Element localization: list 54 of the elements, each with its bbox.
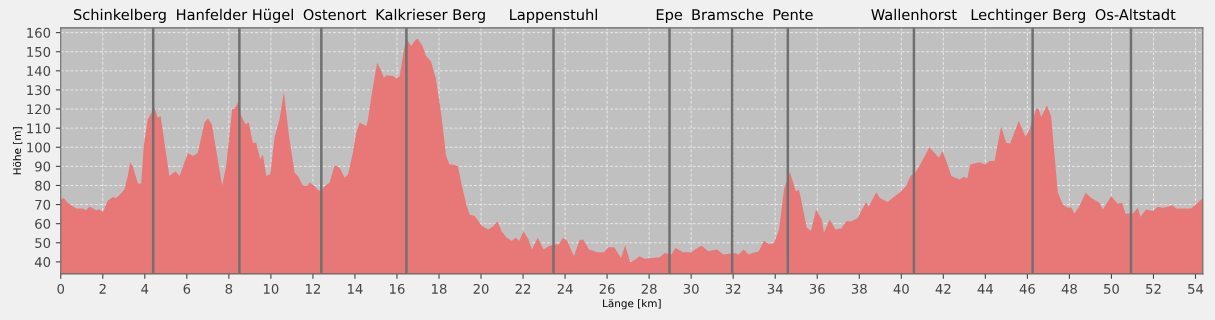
ref-line-label: Wallenhorst [871, 8, 957, 21]
y-tick-label: 100 [27, 142, 51, 153]
x-tick-label: 32 [725, 283, 741, 294]
x-tick-label: 18 [432, 283, 447, 294]
x-tick-label: 54 [1188, 284, 1204, 294]
x-tick-label: 24 [557, 283, 573, 294]
ref-line-label: Pente [773, 9, 813, 21]
x-tick-label: 4 [141, 284, 149, 294]
y-tick-label: 130 [27, 85, 51, 96]
ref-line-label: Schinkelberg [73, 8, 166, 23]
x-tick-label: 30 [683, 283, 699, 294]
x-tick-label: 46 [1019, 283, 1035, 294]
y-tick-label: 60 [35, 218, 51, 229]
y-tick-label: 80 [35, 180, 51, 191]
ref-line-label: Bramsche [692, 8, 764, 21]
y-tick-label: 160 [27, 27, 51, 38]
x-tick-label: 20 [473, 283, 489, 294]
y-tick-label: 140 [27, 66, 51, 77]
y-tick-label: 50 [35, 238, 51, 248]
x-tick-label: 44 [977, 284, 994, 294]
x-tick-label: 14 [348, 284, 363, 294]
x-tick-label: 36 [809, 283, 825, 294]
ref-line-label: Lappenstuhl [510, 8, 597, 23]
x-tick-label: 48 [1061, 283, 1077, 294]
x-tick-label: 12 [305, 283, 320, 294]
x-tick-label: 0 [57, 283, 65, 294]
x-tick-label: 34 [767, 283, 783, 294]
ref-line-label: Epe [656, 9, 683, 23]
ref-line-label: Kalkrieser Berg [376, 8, 485, 23]
ref-line-label: Os-Altstadt [1095, 8, 1176, 21]
x-tick-label: 50 [1104, 283, 1119, 294]
y-tick-label: 120 [27, 104, 51, 115]
x-tick-label: 42 [935, 283, 951, 294]
x-tick-label: 28 [641, 283, 657, 294]
ref-line-label: Ostenort [303, 9, 367, 21]
y-tick-label: 110 [27, 123, 51, 134]
x-tick-label: 8 [225, 283, 233, 294]
x-tick-label: 38 [851, 283, 867, 294]
x-tick-label: 40 [893, 283, 909, 294]
y-tick-label: 90 [35, 161, 51, 172]
x-tick-label: 22 [515, 283, 531, 294]
x-tick-label: 52 [1146, 283, 1161, 294]
x-axis-title: Länge [km] [603, 299, 661, 310]
ref-line-label: Hanfelder Hügel [177, 8, 293, 23]
x-tick-label: 6 [183, 283, 191, 294]
x-tick-label: 10 [263, 283, 279, 294]
y-tick-label: 150 [27, 46, 51, 57]
x-tick-label: 16 [390, 283, 405, 294]
y-axis-title: Höhe [m] [12, 127, 23, 175]
y-tick-label: 40 [34, 257, 51, 268]
ref-line-label: Lechtinger Berg [971, 8, 1085, 23]
x-tick-label: 26 [599, 283, 615, 294]
y-tick-label: 70 [35, 199, 51, 210]
x-tick-label: 2 [99, 283, 106, 294]
